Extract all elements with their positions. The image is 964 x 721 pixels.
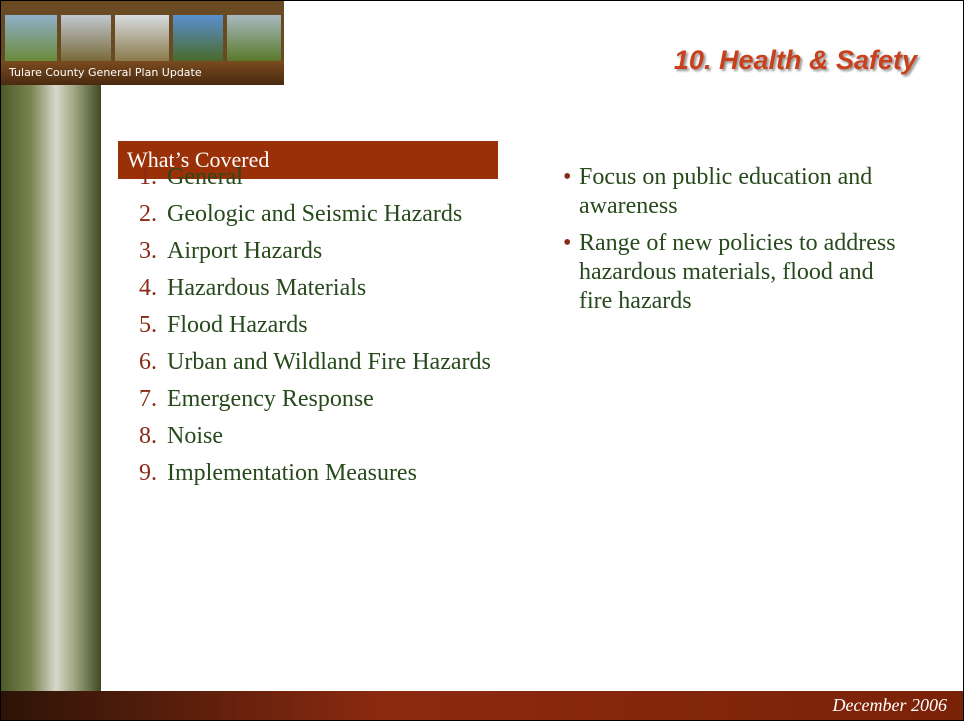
item-text: Hazardous Materials: [167, 275, 367, 301]
item-number: 3.: [139, 238, 157, 264]
item-text: Noise: [167, 423, 223, 449]
item-number: 4.: [139, 275, 157, 301]
item-text: General: [167, 164, 243, 190]
list-item: 1. General: [139, 163, 519, 192]
item-number: 6.: [139, 349, 157, 375]
item-text: Implementation Measures: [167, 460, 417, 486]
side-image: [1, 85, 101, 691]
item-text: Geologic and Seismic Hazards: [167, 201, 463, 227]
item-number: 8.: [139, 423, 157, 449]
bullet-item: Focus on public education and awareness: [563, 163, 903, 221]
banner-photo: [115, 15, 169, 61]
item-number: 2.: [139, 201, 157, 227]
banner-photo: [5, 15, 57, 61]
list-item: 9. Implementation Measures: [139, 459, 519, 488]
bullet-list: Focus on public education and awareness R…: [563, 163, 903, 324]
list-item: 6. Urban and Wildland Fire Hazards: [139, 348, 519, 377]
list-item: 2. Geologic and Seismic Hazards: [139, 200, 519, 229]
list-item: 4. Hazardous Materials: [139, 274, 519, 303]
item-text: Airport Hazards: [167, 238, 323, 264]
item-number: 7.: [139, 386, 157, 412]
item-text: Flood Hazards: [167, 312, 308, 338]
banner-photo: [61, 15, 111, 61]
item-text: Emergency Response: [167, 386, 374, 412]
slide-title: 10. Health & Safety: [673, 45, 917, 75]
footer-bar: December 2006: [1, 691, 963, 720]
bullet-item: Range of new policies to address hazardo…: [563, 229, 903, 316]
section-heading: What’s Covered: [118, 141, 498, 179]
list-item: 7. Emergency Response: [139, 385, 519, 414]
item-number: 9.: [139, 460, 157, 486]
item-text: Urban and Wildland Fire Hazards: [167, 349, 491, 375]
list-item: 3. Airport Hazards: [139, 237, 519, 266]
list-item: 5. Flood Hazards: [139, 311, 519, 340]
banner-photo: [173, 15, 223, 61]
list-item: 8. Noise: [139, 422, 519, 451]
footer-date: December 2006: [832, 695, 947, 715]
numbered-list: 1. General 2. Geologic and Seismic Hazards 3…: [139, 163, 519, 496]
banner-photo: [227, 15, 281, 61]
item-number: 1.: [139, 164, 157, 190]
item-number: 5.: [139, 312, 157, 338]
banner-caption: Tulare County General Plan Update: [1, 61, 284, 85]
header-banner: Tulare County General Plan Update: [1, 1, 284, 85]
